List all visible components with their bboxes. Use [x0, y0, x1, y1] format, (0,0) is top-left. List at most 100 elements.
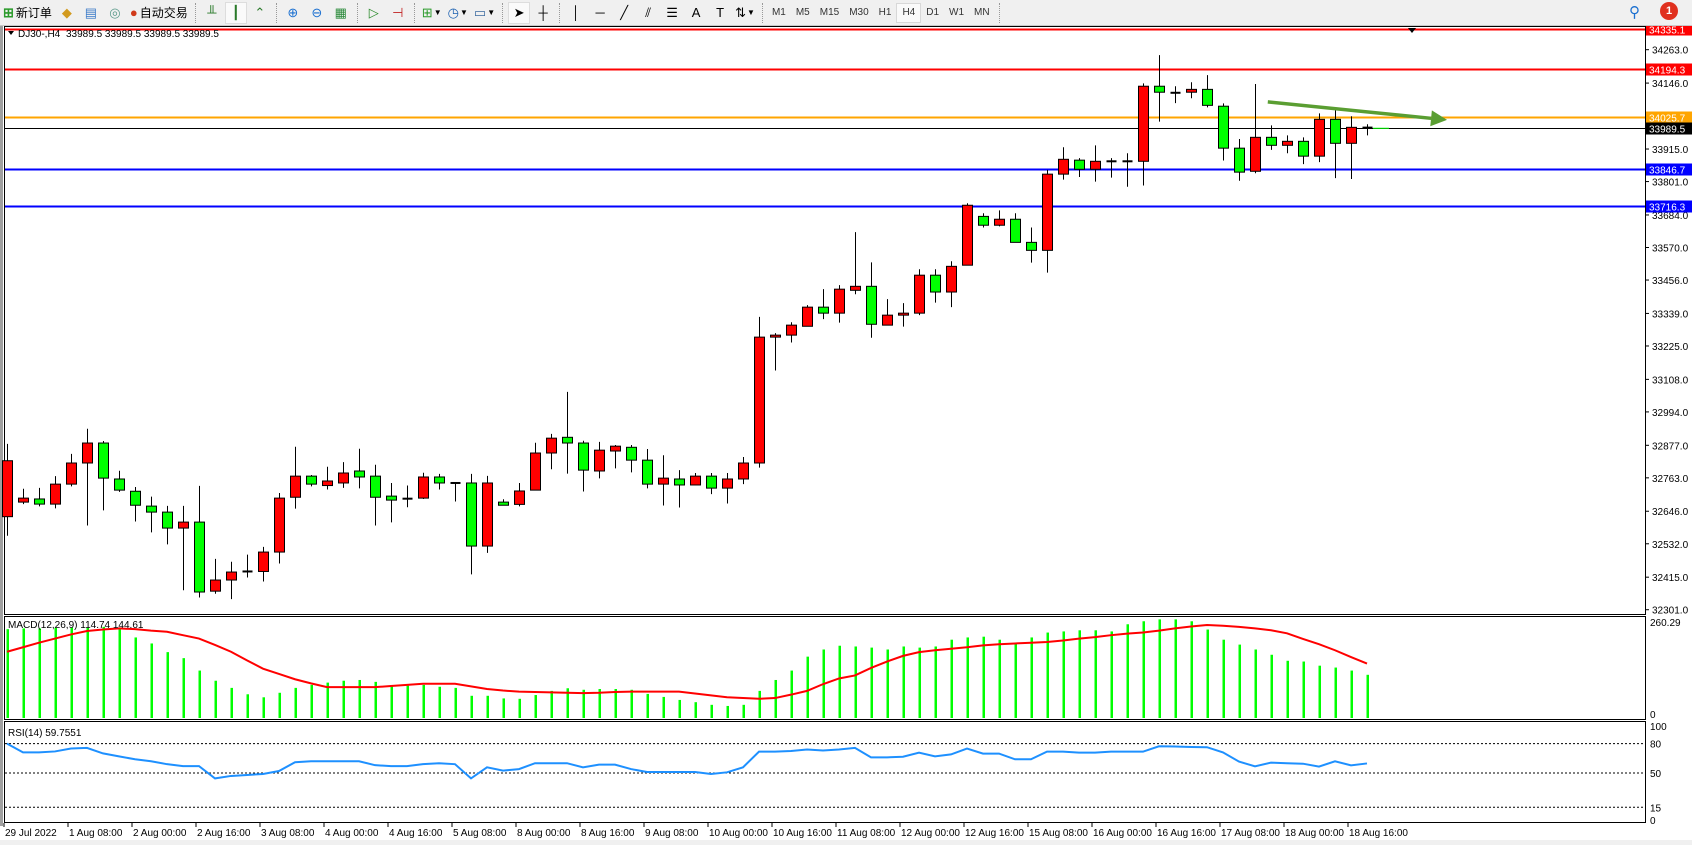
macd-histogram-bar: [230, 687, 233, 718]
macd-histogram-bar: [1286, 660, 1289, 718]
candle-body: [1202, 88, 1213, 106]
price-tick-label: 33684.0: [1652, 211, 1689, 222]
data-window-icon: ▤: [84, 4, 98, 20]
rsi-level-label: 50: [1650, 769, 1662, 780]
separator: [502, 2, 504, 23]
timeframe-m30[interactable]: M30: [849, 7, 869, 18]
data-window-button[interactable]: ▤: [80, 2, 102, 24]
timeframe-mn[interactable]: MN: [974, 7, 990, 18]
fibonacci-button[interactable]: ☰: [661, 2, 683, 24]
indicators-icon: ⊞: [421, 4, 433, 20]
zoom-in-button[interactable]: ⊕: [282, 2, 304, 24]
macd-histogram-bar: [182, 658, 185, 718]
timeframe-d1[interactable]: D1: [926, 7, 940, 18]
macd-histogram-bar: [1270, 654, 1273, 718]
time-tick-label: 10 Aug 00:00: [709, 828, 768, 839]
periods-button[interactable]: ◷ ▼: [446, 2, 470, 24]
candle-body: [98, 442, 109, 479]
macd-histogram-bar: [406, 685, 409, 718]
macd-histogram-bar: [742, 704, 745, 718]
price-label-box: [1646, 23, 1692, 36]
macd-histogram-bar: [534, 695, 537, 718]
history-icon: ◆: [61, 4, 72, 20]
time-tick-label: 8 Aug 00:00: [517, 828, 571, 839]
candle-body: [1042, 173, 1053, 251]
timeframe-m1[interactable]: M1: [771, 7, 786, 18]
trendline-button[interactable]: ╱: [613, 2, 635, 24]
auto-trading-button[interactable]: ● 自动交易: [128, 2, 190, 24]
status-strip: [0, 840, 1692, 845]
candle-body: [1218, 105, 1229, 149]
text-label-button[interactable]: T: [709, 2, 731, 24]
trend-arrow-head-icon[interactable]: [1430, 110, 1447, 127]
macd-histogram-bar: [646, 693, 649, 718]
indicators-button[interactable]: ⊞ ▼: [420, 2, 444, 24]
candle-body: [690, 475, 701, 486]
arrows-button[interactable]: ⇅ ▼: [733, 2, 757, 24]
candle-body: [738, 462, 749, 480]
candle-body: [18, 497, 29, 503]
macd-histogram-bar: [1254, 649, 1257, 718]
macd-histogram-bar: [1206, 629, 1209, 718]
macd-histogram-bar: [1094, 630, 1097, 718]
macd-histogram-bar: [358, 679, 361, 718]
timeframe-w1[interactable]: W1: [949, 7, 965, 18]
timeframe-h4[interactable]: H4: [896, 2, 922, 23]
text-label-icon: T: [716, 5, 725, 20]
candle-body: [130, 490, 141, 506]
line-chart-button[interactable]: ⌃: [249, 2, 271, 24]
text-button[interactable]: A: [685, 2, 707, 24]
time-tick-label: 29 Jul 2022: [5, 828, 57, 839]
candle-body: [66, 462, 77, 485]
macd-histogram-bar: [22, 628, 25, 718]
macd-histogram-bar: [1014, 643, 1017, 718]
channel-button[interactable]: ⫽: [637, 2, 659, 24]
timeframe-h1[interactable]: H1: [878, 7, 892, 18]
macd-histogram-bar: [886, 649, 889, 718]
macd-histogram-bar: [198, 670, 201, 718]
new-order-button[interactable]: ⊞ 新订单: [1, 2, 54, 24]
trend-arrow-line[interactable]: [1267, 100, 1432, 121]
collapse-triangle-icon[interactable]: [8, 31, 14, 35]
time-tick-label: 17 Aug 08:00: [1221, 828, 1280, 839]
history-button[interactable]: ◆: [56, 2, 78, 24]
auto-scroll-button[interactable]: ▷: [363, 2, 385, 24]
zoom-in-icon: ⊕: [287, 4, 299, 20]
vertical-line-button[interactable]: │: [565, 2, 587, 24]
signals-button[interactable]: ◎: [104, 2, 126, 24]
macd-histogram-bar: [1318, 665, 1321, 718]
templates-button[interactable]: ▭ ▼: [472, 2, 497, 24]
candlestick-button[interactable]: ┃: [224, 1, 247, 24]
macd-histogram-bar: [1030, 637, 1033, 718]
candle-body: [1058, 158, 1069, 175]
search-icon[interactable]: ⚲: [1629, 4, 1640, 21]
macd-histogram-bar: [1366, 674, 1369, 718]
time-tick-label: 18 Aug 00:00: [1285, 828, 1344, 839]
zoom-out-button[interactable]: ⊖: [306, 2, 328, 24]
macd-histogram-bar: [246, 694, 249, 718]
chart-shift-marker-icon[interactable]: [1408, 28, 1416, 33]
macd-histogram-bar: [454, 687, 457, 718]
cursor-button[interactable]: ➤: [508, 1, 531, 24]
candle-body: [498, 501, 509, 506]
chart-shift-button[interactable]: ⊣: [387, 2, 409, 24]
notification-icon[interactable]: 1: [1660, 2, 1678, 20]
price-tick-label: 32877.0: [1652, 441, 1689, 452]
tile-windows-button[interactable]: ▦: [330, 2, 352, 24]
macd-histogram-bar: [6, 629, 9, 718]
crosshair-button[interactable]: ┼: [532, 2, 554, 24]
candle-body: [946, 265, 957, 293]
macd-histogram-bar: [1078, 630, 1081, 718]
auto-scroll-icon: ▷: [368, 4, 379, 20]
candlestick-icon: ┃: [231, 4, 240, 20]
dropdown-arrow-icon: ▼: [747, 8, 755, 17]
macd-histogram-bar: [614, 689, 617, 718]
horizontal-line-button[interactable]: ─: [589, 2, 611, 24]
candle-body: [994, 218, 1005, 226]
bar-chart-button[interactable]: ╨: [201, 2, 223, 24]
timeframe-m5[interactable]: M5: [795, 7, 810, 18]
bar-chart-icon: ╨: [207, 5, 217, 20]
timeframe-m15[interactable]: M15: [819, 7, 840, 18]
macd-histogram-bar: [694, 702, 697, 718]
